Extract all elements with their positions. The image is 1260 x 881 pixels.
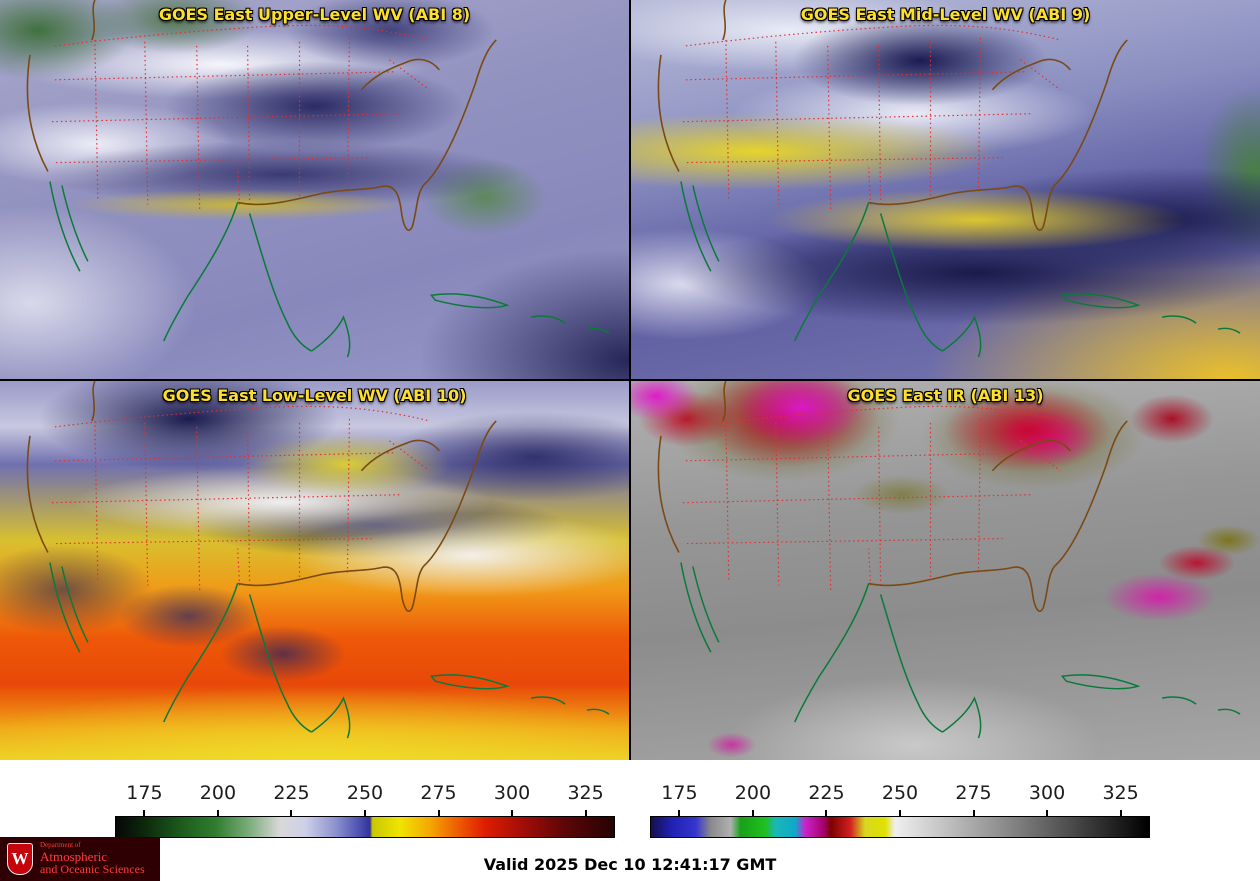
- tick-label: 250: [881, 782, 919, 804]
- tick-mark: [216, 810, 219, 816]
- tick-label: 300: [1028, 782, 1066, 804]
- panel-ir: GOES East IR (ABI 13): [631, 381, 1260, 760]
- tick-label: 225: [273, 782, 310, 804]
- tick-label: 175: [126, 782, 163, 804]
- panel-mid-level-wv: GOES East Mid-Level WV (ABI 9): [631, 0, 1260, 379]
- map-outline-overlay: [26, 381, 610, 739]
- map-outline-overlay: [26, 0, 610, 358]
- tick-mark: [511, 810, 514, 816]
- tick-label: 275: [420, 782, 457, 804]
- colorbar-ir-bar: [650, 816, 1150, 838]
- panel-low-level-wv: GOES East Low-Level WV (ABI 10): [0, 381, 629, 760]
- satellite-image-ir: [631, 381, 1260, 760]
- colorbar-ir: 175 200 225 250 275 300 325: [650, 760, 1150, 881]
- satellite-image-low-level-wv: [0, 381, 629, 760]
- panel-title-low-level-wv: GOES East Low-Level WV (ABI 10): [162, 386, 467, 405]
- map-outline-overlay: [657, 0, 1241, 358]
- tick-label: 275: [955, 782, 992, 804]
- footer: 175 200 225 250 275 300 325 175 200 225 250 275 300…: [0, 760, 1260, 881]
- tick-mark: [899, 810, 901, 816]
- tick-mark: [290, 810, 293, 816]
- map-outline-overlay: [657, 381, 1241, 739]
- tick-mark: [364, 810, 366, 816]
- tick-mark: [437, 810, 440, 816]
- logo-line-oceanic-sciences: and Oceanic Sciences: [40, 862, 145, 877]
- colorbar-wv: 175 200 225 250 275 300 325: [115, 760, 615, 881]
- uw-crest-icon: W: [7, 843, 33, 875]
- panel-title-ir: GOES East IR (ABI 13): [847, 386, 1044, 405]
- tick-mark: [751, 810, 754, 816]
- tick-mark: [825, 810, 828, 816]
- tick-label: 225: [808, 782, 845, 804]
- satellite-image-mid-level-wv: [631, 0, 1260, 379]
- colorbar-wv-bar: [115, 816, 615, 838]
- colorbar-ir-ticks: 175 200 225 250 275 300 325: [650, 782, 1150, 816]
- tick-mark: [678, 810, 681, 816]
- satellite-image-upper-level-wv: [0, 0, 629, 379]
- tick-mark: [143, 810, 146, 816]
- tick-label: 200: [734, 782, 772, 804]
- logo-line-atmospheric: Atmospheric: [40, 848, 108, 864]
- colorbar-wv-ticks: 175 200 225 250 275 300 325: [115, 782, 615, 816]
- tick-label: 325: [1102, 782, 1139, 804]
- logo-line-department-of: Department of: [40, 841, 81, 850]
- panel-title-upper-level-wv: GOES East Upper-Level WV (ABI 8): [158, 5, 471, 24]
- aos-department-logo: W Department of Atmospheric and Oceanic …: [0, 837, 160, 881]
- tick-mark: [1119, 810, 1122, 816]
- tick-label: 325: [567, 782, 604, 804]
- tick-label: 300: [493, 782, 531, 804]
- logo-text: Department of Atmospheric and Oceanic Sc…: [40, 841, 145, 877]
- tick-label: 250: [346, 782, 384, 804]
- satellite-quad-grid: GOES East Upper-Level WV (ABI 8) GOES Ea…: [0, 0, 1260, 760]
- tick-mark: [584, 810, 587, 816]
- tick-mark: [972, 810, 975, 816]
- panel-title-mid-level-wv: GOES East Mid-Level WV (ABI 9): [800, 5, 1091, 24]
- tick-label: 200: [199, 782, 237, 804]
- tick-mark: [1046, 810, 1049, 816]
- valid-timestamp: Valid 2025 Dec 10 12:41:17 GMT: [483, 855, 777, 874]
- panel-upper-level-wv: GOES East Upper-Level WV (ABI 8): [0, 0, 629, 379]
- tick-label: 175: [661, 782, 698, 804]
